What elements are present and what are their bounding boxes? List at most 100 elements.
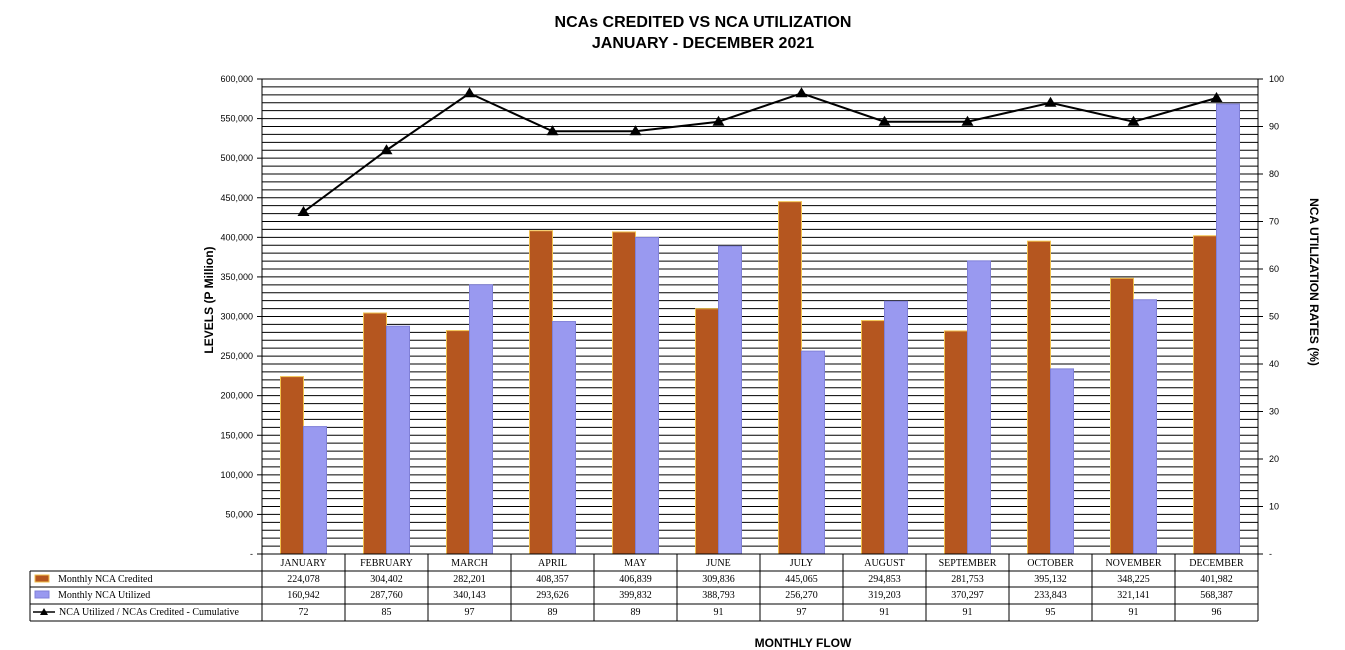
y2-tick-label: 30 [1269, 407, 1279, 417]
data-label: 293,626 [536, 590, 569, 601]
y-axis-label: LEVELS (P Million) [202, 246, 216, 353]
axes: - 50,000 100,000 150,000 200,000 250,000 300,0… [220, 74, 1284, 559]
data-label: 321,141 [1117, 590, 1150, 601]
bar-utilized [303, 426, 327, 555]
data-label: 72 [299, 607, 309, 618]
data-label: 395,132 [1034, 574, 1067, 585]
chart-subtitle: JANUARY - DECEMBER 2021 [592, 35, 814, 52]
data-label: 319,203 [868, 590, 901, 601]
x-tick-label: FEBRUARY [360, 558, 413, 569]
y2-tick-label: 80 [1269, 169, 1279, 179]
data-label: 406,839 [619, 574, 652, 585]
data-label: 233,843 [1034, 590, 1067, 601]
x-tick-label: JANUARY [280, 558, 326, 569]
cumulative-marker [1044, 96, 1057, 107]
y-tick-label: 500,000 [220, 153, 253, 163]
cumulative-marker [1210, 92, 1223, 102]
x-tick-label: APRIL [538, 558, 567, 569]
y2-tick-label: 40 [1269, 359, 1279, 369]
cumulative-marker [463, 87, 476, 98]
data-label: 91 [1129, 607, 1139, 618]
data-label: 95 [1046, 607, 1056, 618]
bar-credited [529, 230, 553, 555]
gridlines [262, 78, 1258, 555]
bar-credited [695, 308, 719, 555]
y-tick-label: 100,000 [220, 470, 253, 480]
legend-swatch [34, 574, 50, 583]
y2-tick-label: 100 [1269, 74, 1284, 84]
x-tick-label: NOVEMBER [1105, 558, 1161, 569]
cumulative-marker [297, 206, 310, 216]
y-tick-label: 350,000 [220, 272, 253, 282]
bar-credited [363, 312, 387, 555]
bar-credited [778, 201, 802, 555]
data-label: 309,836 [702, 574, 735, 585]
x-tick-label: DECEMBER [1189, 558, 1244, 569]
bar-utilized [1050, 368, 1074, 555]
data-label: 568,387 [1200, 590, 1233, 601]
y-tick-label: 150,000 [220, 430, 253, 440]
data-label: 91 [963, 607, 973, 618]
y2-tick-label: 90 [1269, 122, 1279, 132]
data-label: 96 [1212, 607, 1222, 618]
data-label: 256,270 [785, 590, 818, 601]
data-label: 294,853 [868, 574, 901, 585]
bar-credited [861, 320, 885, 555]
y2-tick-label: - [1269, 549, 1272, 559]
cumulative-marker [1127, 115, 1140, 126]
y2-tick-label: 70 [1269, 217, 1279, 227]
data-label: 89 [631, 607, 641, 618]
x-tick-label: JULY [790, 558, 813, 569]
y-tick-label: 50,000 [225, 509, 253, 519]
data-label: 91 [714, 607, 724, 618]
y-tick-label: 200,000 [220, 391, 253, 401]
bar-utilized [1133, 299, 1157, 555]
y-tick-label: - [250, 549, 253, 559]
bar-utilized [884, 300, 908, 555]
y-tick-label: 300,000 [220, 312, 253, 322]
y2-tick-label: 50 [1269, 312, 1279, 322]
data-label: 287,760 [370, 590, 403, 601]
data-label: 408,357 [536, 574, 569, 585]
chart-title: NCAs CREDITED VS NCA UTILIZATION [555, 14, 852, 31]
data-label: 401,982 [1200, 574, 1233, 585]
x-tick-label: AUGUST [864, 558, 905, 569]
bar-utilized [718, 245, 742, 555]
data-label: 399,832 [619, 590, 652, 601]
x-tick-label: MAY [624, 558, 646, 569]
bars [280, 103, 1240, 555]
x-tick-label: JUNE [706, 558, 730, 569]
y2-tick-label: 60 [1269, 264, 1279, 274]
legend-label: Monthly NCA Credited [58, 574, 152, 585]
y-tick-label: 450,000 [220, 193, 253, 203]
bar-utilized [967, 260, 991, 555]
cumulative-marker [712, 115, 725, 126]
x-axis-label: MONTHLY FLOW [755, 636, 852, 650]
data-label: 445,065 [785, 574, 818, 585]
cumulative-marker [878, 115, 891, 126]
bar-credited [944, 330, 968, 555]
y-tick-label: 400,000 [220, 232, 253, 242]
legend-swatch [34, 590, 50, 599]
data-label: 85 [382, 607, 392, 618]
bar-credited [612, 231, 636, 555]
cumulative-marker [546, 125, 559, 136]
y-tick-label: 600,000 [220, 74, 253, 84]
data-label: 388,793 [702, 590, 735, 601]
y-tick-label: 250,000 [220, 351, 253, 361]
data-table: JANUARY FEBRUARY MARCH APRIL MAY JUNE JULY AUGU… [29, 553, 1259, 622]
data-label: 224,078 [287, 574, 320, 585]
bar-utilized [635, 236, 659, 555]
bar-utilized [552, 321, 576, 555]
x-tick-label: OCTOBER [1027, 558, 1074, 569]
cumulative-marker [380, 144, 393, 155]
data-label: 89 [548, 607, 558, 618]
cumulative-marker [629, 125, 642, 136]
x-tick-label: SEPTEMBER [939, 558, 997, 569]
y-tick-label: 550,000 [220, 114, 253, 124]
bar-credited [1193, 235, 1217, 555]
data-label: 160,942 [287, 590, 320, 601]
cumulative-line [297, 87, 1223, 216]
cumulative-marker [795, 87, 808, 98]
